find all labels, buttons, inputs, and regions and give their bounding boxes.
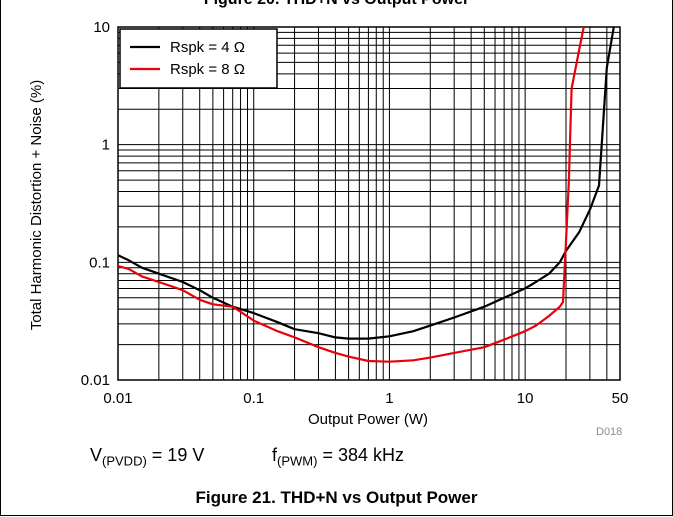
cut-figure-title: Figure 20. THD+N vs Output Power bbox=[0, 0, 673, 9]
y-tick-label: 10 bbox=[93, 19, 110, 36]
plot-border bbox=[117, 26, 621, 381]
y-axis-label: Total Harmonic Distortion + Noise (%) bbox=[28, 80, 45, 331]
x-tick-label: 0.01 bbox=[103, 390, 132, 407]
x-tick-label: 0.1 bbox=[243, 390, 264, 407]
x-tick-label: 50 bbox=[612, 390, 629, 407]
legend-box bbox=[119, 28, 278, 89]
chart-ticks: 0.01 0.1 1 10 50 0.01 0.1 1 10 bbox=[81, 19, 629, 407]
chart-legend: Rspk = 4 Ω Rspk = 8 Ω bbox=[119, 28, 278, 89]
x-tick-label: 1 bbox=[385, 390, 393, 407]
legend-label: Rspk = 4 Ω bbox=[170, 39, 245, 56]
legend-label: Rspk = 8 Ω bbox=[170, 61, 245, 78]
supply-voltage-condition: V(PVDD) = 19 V bbox=[90, 445, 205, 469]
pwm-frequency-condition: f(PWM) = 384 kHz bbox=[272, 445, 404, 469]
y-tick-label: 1 bbox=[102, 137, 110, 154]
y-tick-label: 0.1 bbox=[89, 254, 110, 271]
chart-series bbox=[118, 27, 615, 363]
x-axis-label: Output Power (W) bbox=[308, 411, 428, 428]
figure-caption: Figure 21. THD+N vs Output Power bbox=[195, 488, 478, 507]
figure-code: D018 bbox=[596, 426, 623, 438]
y-tick-label: 0.01 bbox=[81, 372, 110, 389]
x-tick-label: 10 bbox=[517, 390, 534, 407]
series-line bbox=[118, 27, 585, 363]
